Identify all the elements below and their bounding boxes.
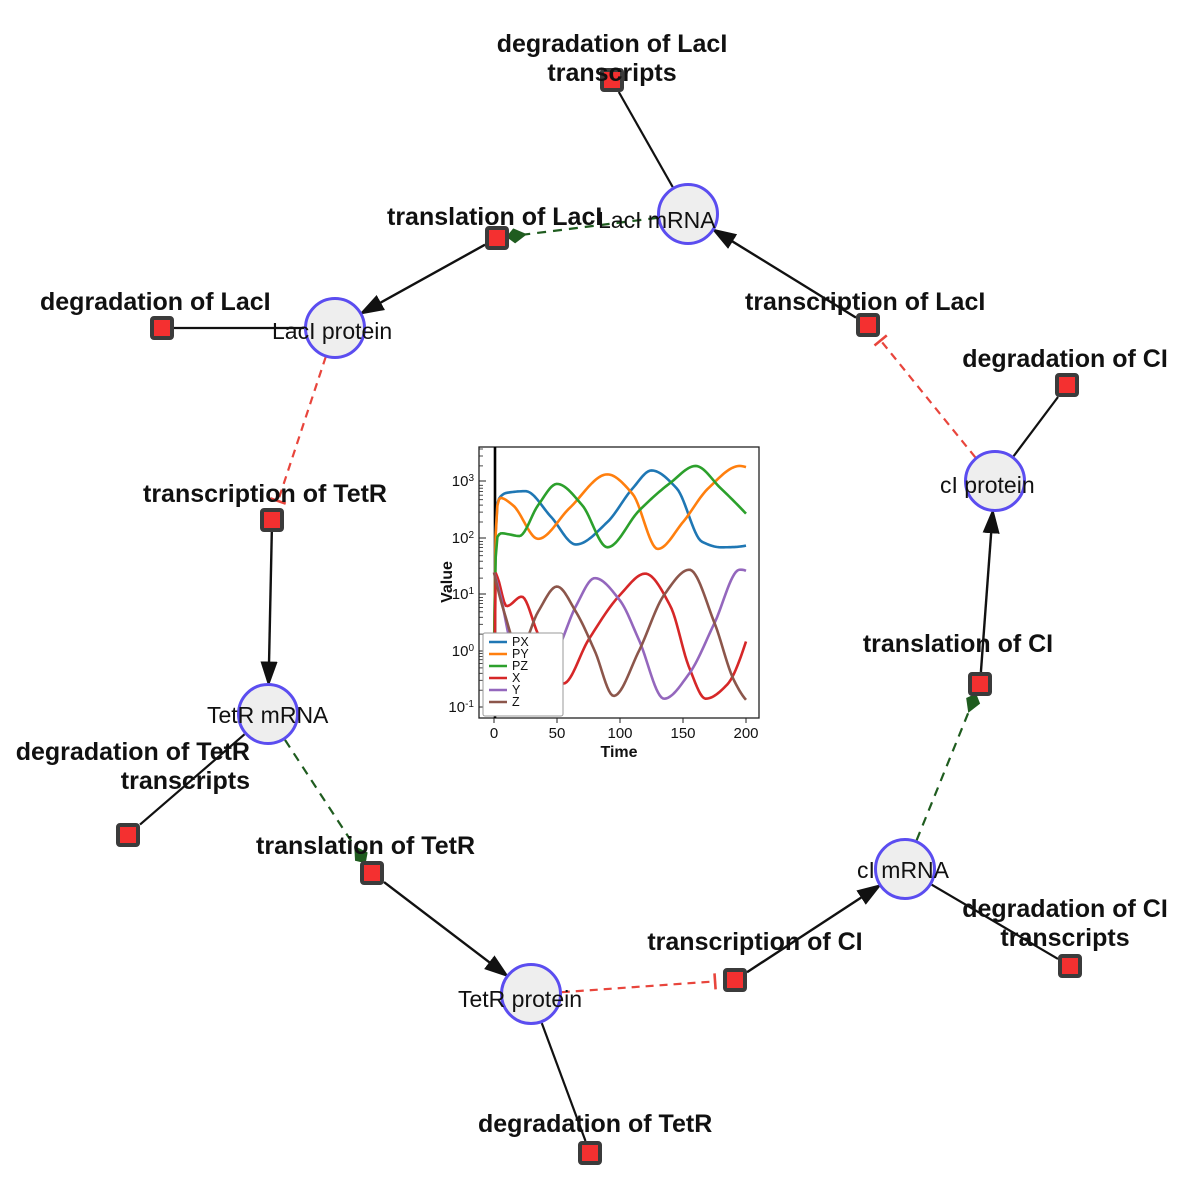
svg-text:Time: Time	[600, 744, 637, 761]
svg-text:0: 0	[490, 725, 498, 742]
svg-text:200: 200	[733, 725, 758, 742]
svg-text:50: 50	[549, 725, 566, 742]
svg-text:103: 103	[452, 473, 475, 491]
svg-text:100: 100	[607, 725, 632, 742]
svg-text:100: 100	[452, 643, 475, 661]
svg-text:102: 102	[452, 530, 475, 548]
svg-text:10-1: 10-1	[448, 699, 474, 717]
svg-text:Z: Z	[512, 695, 520, 709]
svg-text:150: 150	[670, 725, 695, 742]
svg-text:Value: Value	[439, 561, 456, 603]
